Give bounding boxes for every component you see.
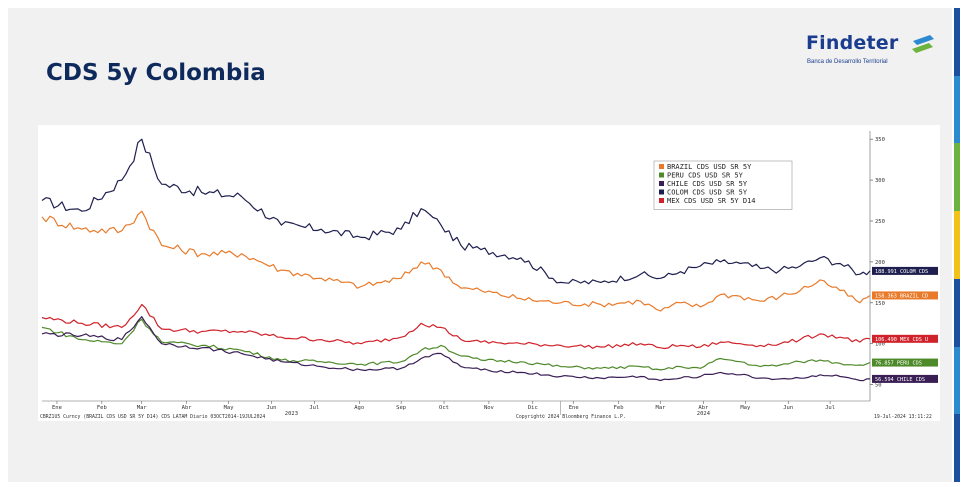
footer-left: CBRZ1U5 Curncy (BRAZIL CDS USD SR 5Y D14… xyxy=(40,414,265,420)
x-tick-label: Feb xyxy=(614,405,624,411)
legend-label: CHILE CDS USD SR 5Y xyxy=(667,180,748,188)
x-tick-label: Mar xyxy=(137,405,148,411)
x-tick-label: Ene xyxy=(52,405,62,411)
strip-segment xyxy=(954,143,960,212)
x-tick-label: Abr xyxy=(182,405,193,411)
footer-right: 19-Jul-2024 13:11:22 xyxy=(874,414,932,420)
end-value-label: 188.991 COLOM CDS xyxy=(875,269,928,275)
legend-label: MEX CDS USD SR 5Y D14 xyxy=(667,197,756,205)
end-value-label: 56.594 CHILE CDS xyxy=(875,377,925,383)
x-tick-label: Feb xyxy=(97,405,107,411)
end-value-label-box xyxy=(872,334,938,343)
y-tick-label: 100 xyxy=(875,342,885,348)
strip-segment xyxy=(954,211,960,279)
legend-swatch xyxy=(659,172,664,178)
strip-segment xyxy=(954,75,960,144)
series-line-colom xyxy=(41,138,871,285)
end-value-label: 106.490 MEX CDS U xyxy=(875,337,928,343)
legend-label: PERU CDS USD SR 5Y xyxy=(667,172,744,180)
strip-segment xyxy=(954,414,960,482)
x-tick-label: Jul xyxy=(309,405,319,411)
legend-box xyxy=(653,160,793,210)
series-line-brazil xyxy=(41,210,871,312)
series-line-chile xyxy=(41,316,870,382)
end-value-label: 76.857 PERU CDS xyxy=(875,361,922,367)
series-line-peru xyxy=(41,318,871,371)
x-tick-label: Jun xyxy=(783,405,793,411)
legend-swatch xyxy=(659,164,664,169)
y-tick-label: 300 xyxy=(875,178,885,184)
end-value-label-box xyxy=(872,266,938,275)
x-tick-label: Jun xyxy=(266,405,276,411)
y-tick-label: 350 xyxy=(875,137,885,143)
y-tick-label: 250 xyxy=(875,219,885,225)
y-tick-label: 50 xyxy=(875,383,882,389)
x-tick-label: Nov xyxy=(484,405,495,411)
x-tick-label: May xyxy=(224,405,235,411)
logo-mark-icon xyxy=(912,35,934,53)
strip-segment xyxy=(954,346,960,415)
x-tick-label: Ene xyxy=(569,405,579,411)
legend-swatch xyxy=(659,198,664,203)
legend-swatch xyxy=(659,181,664,186)
findeter-logo: Findeter Banca de Desarrollo Territorial xyxy=(806,32,946,76)
x-tick-label: Abr xyxy=(698,405,709,411)
x-tick-label: Jul xyxy=(825,405,835,411)
series-line-mex xyxy=(41,303,871,350)
logo-subtitle: Banca de Desarrollo Territorial xyxy=(807,59,888,65)
legend-label: COLOM CDS USD SR 5Y xyxy=(667,189,748,197)
year-label: 2023 xyxy=(285,411,298,417)
footer-center: Copyright© 2024 Bloomberg Finance L.P. xyxy=(516,414,626,420)
strip-segment xyxy=(954,8,960,76)
cds-chart: 50 100 150 200 250 300 350 Ene Feb Mar Abr May Jun Ju… xyxy=(40,131,938,420)
y-tick-label: 150 xyxy=(875,301,885,307)
x-tick-label: Mar xyxy=(656,405,667,411)
page-title: CDS 5y Colombia xyxy=(46,60,266,86)
end-value-label-box xyxy=(872,358,938,367)
chart-panel: 50 100 150 200 250 300 350 Ene Feb Mar Abr May Jun Ju… xyxy=(38,125,940,421)
slide: CDS 5y Colombia Findeter Banca de Desarr… xyxy=(8,8,952,482)
side-color-strip xyxy=(954,8,960,482)
x-tick-label: Dic xyxy=(528,405,538,411)
logo-name: Findeter xyxy=(806,32,899,54)
x-tick-label: Oct xyxy=(439,405,449,411)
x-tick-label: Ago xyxy=(354,405,364,411)
y-tick-label: 200 xyxy=(875,260,885,266)
legend-swatch xyxy=(659,189,664,195)
year-label: 2024 xyxy=(697,411,711,417)
x-tick-label: Sep xyxy=(396,405,406,411)
x-tick-label: May xyxy=(740,405,751,411)
end-value-label: 158.363 BRAZIL CD xyxy=(875,293,928,299)
legend-label: BRAZIL CDS USD SR 5Y xyxy=(667,163,752,171)
strip-segment xyxy=(954,278,960,347)
end-value-label-box xyxy=(872,374,938,383)
end-value-label-box xyxy=(872,291,938,300)
